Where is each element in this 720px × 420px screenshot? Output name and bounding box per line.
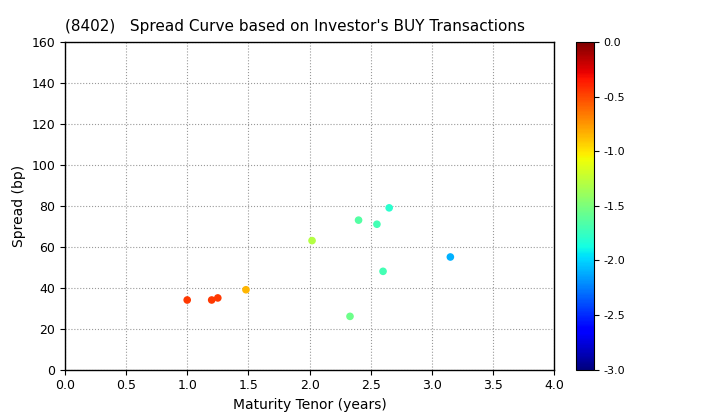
Y-axis label: Spread (bp): Spread (bp) — [12, 165, 26, 247]
Point — [306, 237, 318, 244]
Point — [383, 205, 395, 211]
Point — [353, 217, 364, 223]
Text: (8402)   Spread Curve based on Investor's BUY Transactions: (8402) Spread Curve based on Investor's … — [65, 19, 525, 34]
Point — [212, 294, 224, 301]
X-axis label: Maturity Tenor (years): Maturity Tenor (years) — [233, 398, 387, 412]
Point — [240, 286, 252, 293]
Point — [444, 254, 456, 260]
Point — [377, 268, 389, 275]
Point — [206, 297, 217, 303]
Point — [372, 221, 383, 228]
Point — [344, 313, 356, 320]
Point — [181, 297, 193, 303]
